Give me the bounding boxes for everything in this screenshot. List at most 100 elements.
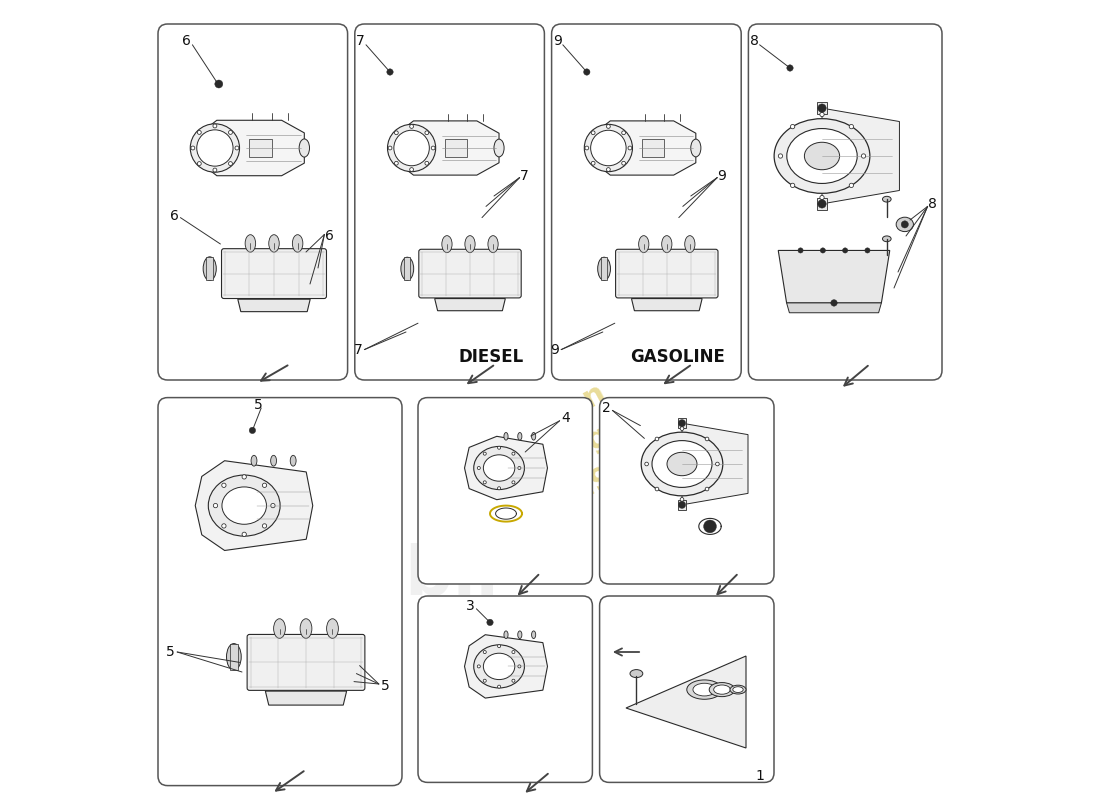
Text: 9: 9 [553, 34, 562, 48]
FancyBboxPatch shape [748, 24, 942, 380]
Bar [250, 139, 272, 157]
Circle shape [820, 195, 824, 200]
Ellipse shape [465, 236, 475, 253]
FancyBboxPatch shape [551, 24, 741, 380]
Circle shape [235, 146, 239, 150]
Ellipse shape [730, 685, 746, 694]
FancyBboxPatch shape [158, 24, 348, 380]
Circle shape [409, 125, 414, 128]
Ellipse shape [641, 432, 723, 496]
Circle shape [409, 168, 414, 171]
Ellipse shape [662, 236, 672, 253]
Ellipse shape [691, 139, 701, 157]
FancyBboxPatch shape [248, 634, 365, 690]
Circle shape [817, 200, 826, 208]
Polygon shape [195, 461, 312, 550]
Ellipse shape [483, 455, 515, 481]
Ellipse shape [483, 654, 515, 679]
FancyBboxPatch shape [158, 398, 402, 786]
Polygon shape [778, 250, 890, 303]
Text: 5: 5 [166, 645, 175, 659]
Circle shape [431, 146, 434, 150]
Polygon shape [238, 299, 310, 312]
Ellipse shape [518, 631, 521, 638]
FancyBboxPatch shape [355, 24, 544, 380]
Ellipse shape [222, 487, 266, 524]
Ellipse shape [474, 446, 525, 490]
Polygon shape [392, 121, 499, 175]
Circle shape [584, 69, 590, 75]
Ellipse shape [714, 685, 730, 694]
FancyBboxPatch shape [616, 250, 718, 298]
Circle shape [704, 520, 716, 533]
FancyBboxPatch shape [221, 249, 327, 298]
Text: 6: 6 [324, 229, 333, 243]
Circle shape [425, 131, 429, 134]
Text: 9: 9 [550, 342, 559, 357]
Bar [642, 139, 664, 157]
Circle shape [817, 104, 826, 112]
Circle shape [497, 446, 500, 450]
Ellipse shape [394, 130, 429, 166]
Circle shape [849, 125, 854, 129]
Ellipse shape [630, 670, 642, 678]
Circle shape [512, 650, 515, 654]
Circle shape [656, 437, 659, 441]
Circle shape [518, 665, 521, 668]
Polygon shape [817, 198, 827, 210]
Circle shape [229, 162, 232, 166]
Ellipse shape [208, 475, 280, 536]
Ellipse shape [504, 631, 508, 638]
Circle shape [861, 154, 866, 158]
Circle shape [388, 146, 392, 150]
Ellipse shape [882, 196, 891, 202]
Text: 5: 5 [381, 678, 389, 693]
Circle shape [214, 80, 223, 88]
Ellipse shape [639, 236, 649, 253]
Polygon shape [195, 120, 305, 176]
Ellipse shape [290, 455, 296, 466]
Circle shape [843, 248, 848, 253]
Circle shape [716, 462, 719, 466]
Ellipse shape [667, 452, 697, 476]
Text: 5: 5 [254, 398, 263, 412]
Polygon shape [434, 298, 505, 310]
Circle shape [680, 426, 684, 430]
Circle shape [395, 131, 398, 134]
Circle shape [213, 503, 218, 508]
Text: 7: 7 [520, 169, 529, 183]
Text: 3: 3 [465, 599, 474, 614]
Ellipse shape [197, 130, 233, 166]
Circle shape [242, 474, 246, 479]
Ellipse shape [190, 124, 240, 172]
Circle shape [477, 466, 481, 470]
Circle shape [242, 532, 246, 537]
Circle shape [497, 486, 500, 490]
Polygon shape [265, 691, 346, 705]
Text: 1: 1 [756, 769, 764, 783]
Ellipse shape [271, 455, 276, 466]
Polygon shape [817, 102, 827, 114]
Ellipse shape [293, 234, 303, 252]
Ellipse shape [733, 686, 744, 693]
Ellipse shape [591, 130, 626, 166]
Polygon shape [464, 436, 548, 500]
Ellipse shape [597, 258, 611, 280]
Circle shape [250, 427, 255, 434]
Circle shape [483, 650, 486, 654]
Circle shape [830, 300, 837, 306]
Bar [446, 139, 468, 157]
Circle shape [679, 419, 685, 427]
Circle shape [518, 466, 521, 470]
Ellipse shape [504, 433, 508, 440]
Text: 2: 2 [602, 401, 610, 415]
Circle shape [197, 130, 201, 134]
Bar [404, 258, 410, 280]
Circle shape [191, 146, 195, 150]
Circle shape [821, 248, 825, 253]
Ellipse shape [442, 236, 452, 253]
Polygon shape [631, 298, 702, 310]
Circle shape [213, 124, 217, 128]
Circle shape [263, 483, 266, 487]
Text: 6: 6 [169, 209, 178, 223]
